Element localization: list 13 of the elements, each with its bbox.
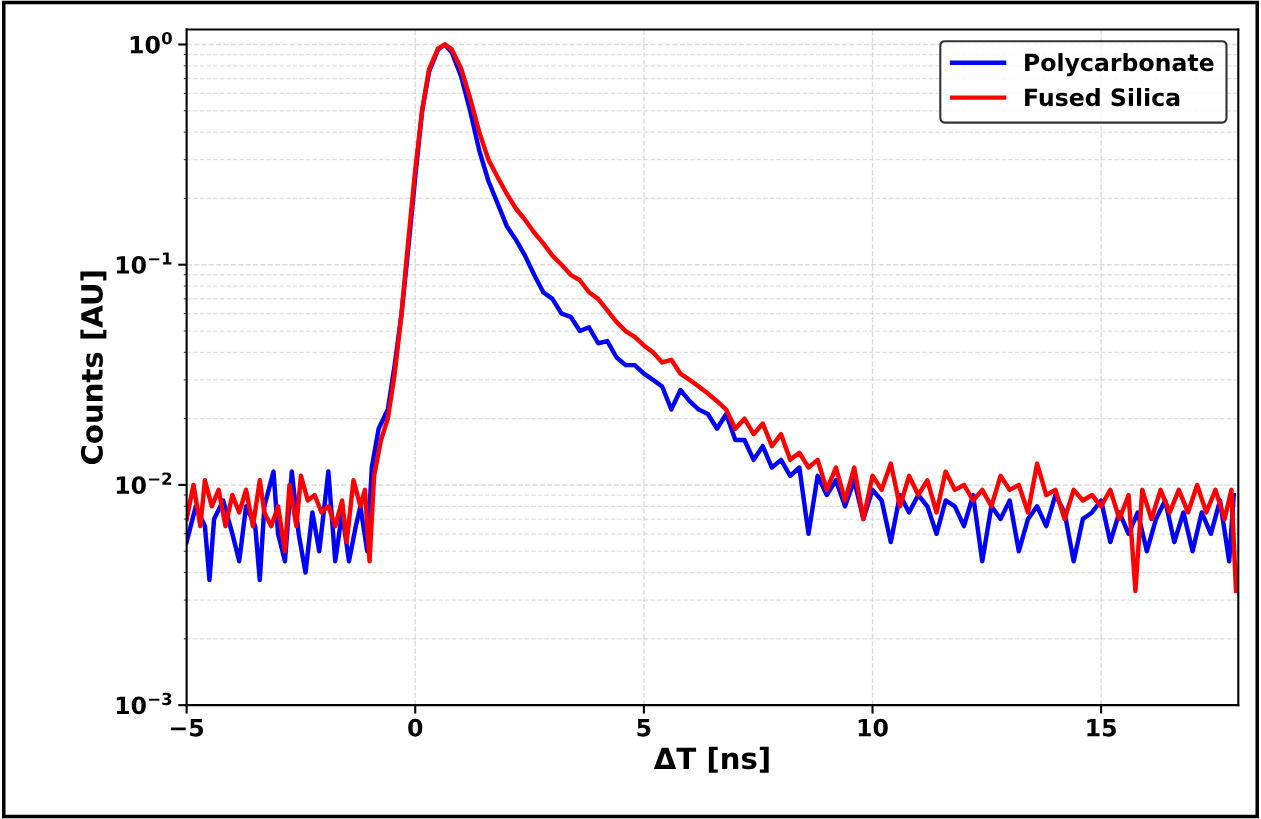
- y-tick-label: 10$^{−3}$: [116, 692, 172, 715]
- y-axis-title: Counts [AU]: [80, 271, 107, 465]
- legend-label: Polycarbonate: [1025, 53, 1214, 77]
- x-tick-label: 0: [408, 718, 423, 737]
- x-tick-label: −5: [171, 719, 204, 737]
- legend-label: Fused Silica: [1025, 87, 1180, 107]
- x-tick-label: 10: [858, 718, 888, 737]
- x-tick-label: 15: [1087, 719, 1116, 737]
- y-tick-label: 10$^{−2}$: [116, 472, 172, 495]
- x-axis-title: ΔT [ns]: [653, 746, 769, 773]
- y-tick-label: 10$^{−1}$: [116, 252, 172, 274]
- x-tick-label: 5: [637, 719, 651, 737]
- y-tick-label: 10$^{0}$: [130, 31, 172, 54]
